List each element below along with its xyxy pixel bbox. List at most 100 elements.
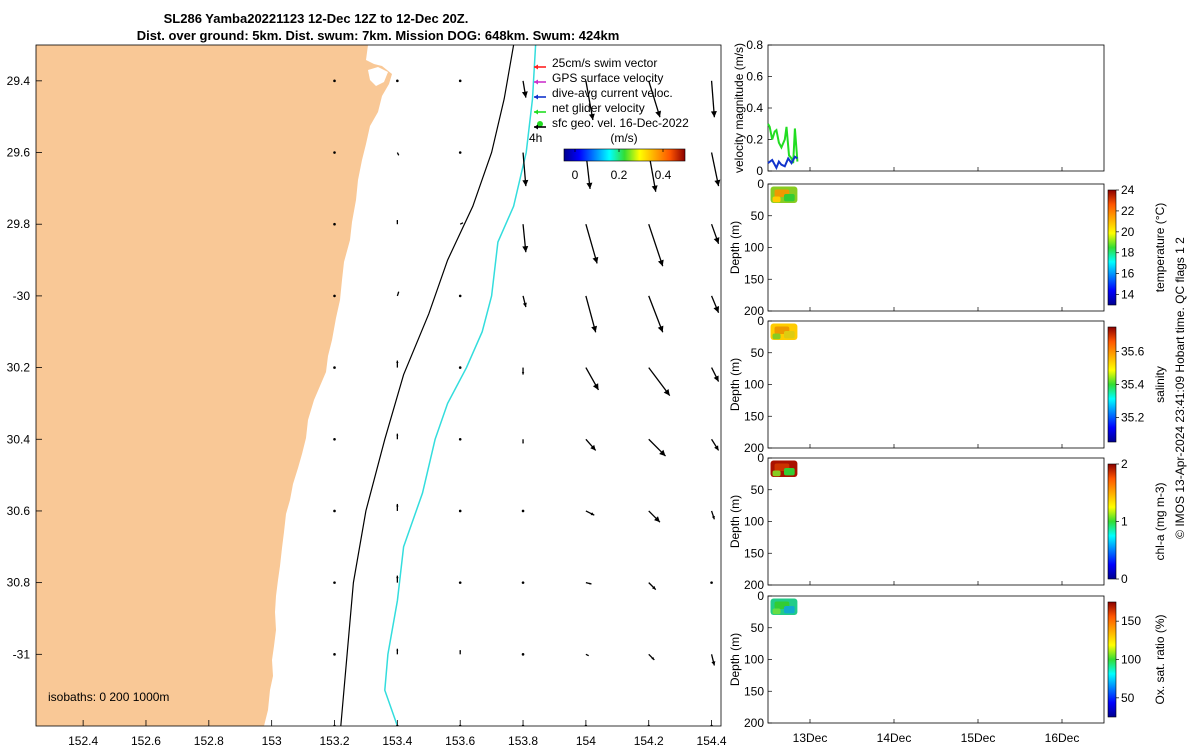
profile-data-block <box>772 470 781 477</box>
velocity-vector <box>648 367 671 396</box>
lat-tick-label: -31 <box>13 647 31 661</box>
velocity-vector <box>585 367 600 391</box>
velocity-vector <box>648 295 664 333</box>
depth-tick-label: 50 <box>751 346 765 360</box>
depth-tick-label: 100 <box>744 241 764 255</box>
velocity-vector <box>522 295 527 308</box>
vector-head <box>396 360 399 364</box>
profile-ylabel: Depth (m) <box>728 495 742 548</box>
vector-dot <box>396 79 399 83</box>
velocity-vector <box>585 80 595 121</box>
vector-head <box>710 111 717 118</box>
time-tick-label: 13Dec <box>793 731 828 745</box>
vector-dot <box>333 222 336 226</box>
profile-data-block <box>772 196 781 203</box>
vector-head <box>713 237 720 244</box>
velocity-vector <box>648 224 664 267</box>
vector-shaft <box>585 80 594 121</box>
velocity-vector <box>458 151 462 154</box>
colorbar-tick-label: 150 <box>1121 614 1141 628</box>
vector-head <box>459 650 461 652</box>
vector-head <box>592 256 599 264</box>
vector-dot <box>458 366 462 369</box>
velocity-vector <box>333 79 336 83</box>
velocity-vector <box>710 367 720 382</box>
profile-frame <box>767 457 1105 586</box>
vector-shaft <box>648 295 664 333</box>
vector-head <box>591 325 598 333</box>
vector-head <box>521 372 525 375</box>
legend-item: net glider velocity <box>534 101 645 115</box>
vector-head <box>714 445 719 451</box>
lon-tick-label: 154 <box>576 734 596 748</box>
colorbar-tick-label: 0.2 <box>611 168 628 182</box>
profile-frame <box>767 320 1105 449</box>
vector-head <box>586 182 593 189</box>
credit-text: © IMOS 13-Apr-2024 23:41:09 Hobart time.… <box>1173 237 1187 539</box>
lon-tick-label: 153 <box>262 734 282 748</box>
velocity-panel: 0 0.2 0.4 0.6 0.8 velocity magnitude (m/s) <box>732 38 1105 178</box>
vector-shaft <box>648 80 661 118</box>
legend-label: 25cm/s swim vector <box>552 56 657 70</box>
colorbar-tick-label: 100 <box>1121 653 1141 667</box>
vector-head <box>657 259 664 267</box>
velocity-vector <box>333 653 336 656</box>
profile-data-block <box>783 330 795 339</box>
depth-tick-label: 200 <box>744 304 764 318</box>
vector-dot <box>710 581 713 584</box>
legend-item: dive-avg current veloc. <box>534 86 673 100</box>
vector-head <box>396 433 399 436</box>
legend-item: sfc geo. vel. 16-Dec-2022 <box>534 116 689 130</box>
colorbar-tick-label: 18 <box>1121 246 1135 260</box>
velocity-vector <box>710 581 713 584</box>
velocity-vector <box>522 224 529 253</box>
depth-tick-label: 50 <box>751 621 765 635</box>
vector-dot <box>458 79 462 83</box>
colorbar-ticks: 0 0.2 0.4 <box>572 149 672 182</box>
legend-arrowhead <box>534 79 538 85</box>
velocity-vector <box>585 582 592 585</box>
time-axis: 13Dec 14Dec 15Dec 16Dec <box>793 167 1079 745</box>
velocity-vector <box>396 503 399 511</box>
vector-head <box>590 512 595 516</box>
depth-tick-label: 200 <box>744 578 764 592</box>
vector-head <box>711 515 715 520</box>
vector-head <box>652 585 656 590</box>
velocity-vector <box>333 366 336 369</box>
colorbar-tick-label: 35.2 <box>1121 410 1145 424</box>
vector-dot <box>521 581 525 584</box>
vector-head <box>397 291 399 294</box>
vector-shaft <box>585 224 598 264</box>
colorbar-tick-label: 16 <box>1121 267 1135 281</box>
profile-ylabel: Depth (m) <box>728 358 742 411</box>
lat-tick-label: 29.8 <box>7 217 31 231</box>
colorbar-tick-label: 24 <box>1121 183 1135 197</box>
vector-head <box>654 516 660 523</box>
velocity-vector <box>585 653 589 657</box>
vector-head <box>396 575 399 579</box>
vector-head <box>521 91 528 98</box>
velocity-vector <box>710 295 720 313</box>
vector-head <box>522 245 529 253</box>
depth-tick-label: 0 <box>757 589 764 603</box>
vector-dot <box>333 294 336 298</box>
vector-head <box>657 325 664 333</box>
colorbar-label: Ox. sat. ratio (%) <box>1153 614 1167 704</box>
profile-data-block <box>772 333 781 340</box>
vector-dot <box>333 509 336 513</box>
legend-item: 25cm/s swim vector <box>534 56 657 70</box>
lat-tick-label: 30.8 <box>7 576 31 590</box>
vector-head <box>397 154 399 156</box>
velocity-vector <box>648 582 657 591</box>
isobath-0m <box>340 45 515 726</box>
colorbar-tick-label: 35.4 <box>1121 378 1145 392</box>
vector-head <box>651 185 658 192</box>
vector-dot <box>521 509 525 513</box>
velocity-vector <box>585 438 597 451</box>
vector-head <box>651 656 655 660</box>
lon-tick-label: 152.4 <box>68 734 98 748</box>
velocity-vector <box>396 360 399 368</box>
colorbar-title: (m/s) <box>610 131 637 145</box>
